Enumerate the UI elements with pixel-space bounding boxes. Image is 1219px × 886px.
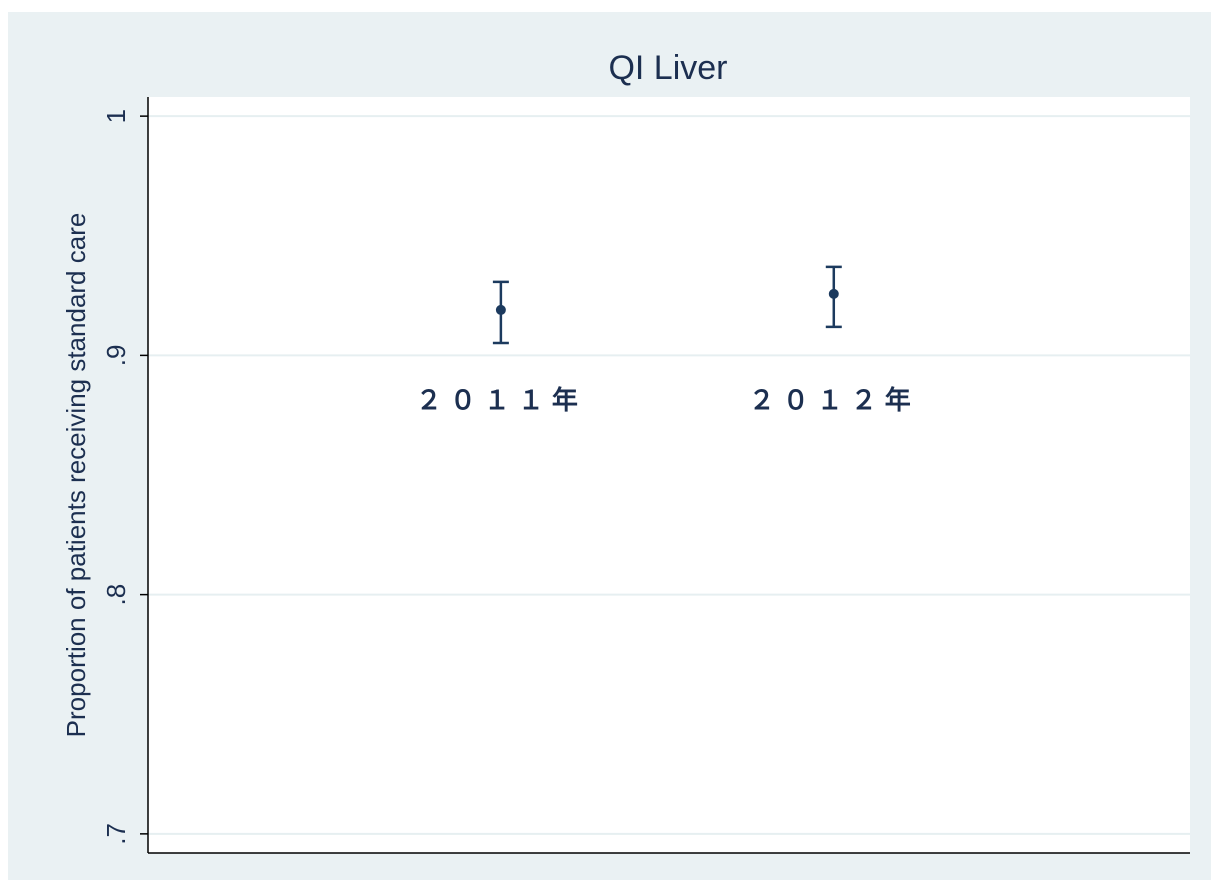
- point-label: ２０１１年: [416, 385, 586, 415]
- y-tick-label: 1: [101, 109, 131, 123]
- y-tick-label: .7: [101, 823, 131, 845]
- y-axis-label: Proportion of patients receiving standar…: [61, 213, 91, 738]
- y-tick-label: .9: [101, 345, 131, 367]
- point: [495, 304, 506, 315]
- point: [828, 288, 839, 299]
- chart-title: QI Liver: [608, 49, 727, 87]
- point-label: ２０１２年: [749, 385, 919, 415]
- plot-area: [148, 97, 1190, 853]
- y-tick-label: .8: [101, 584, 131, 606]
